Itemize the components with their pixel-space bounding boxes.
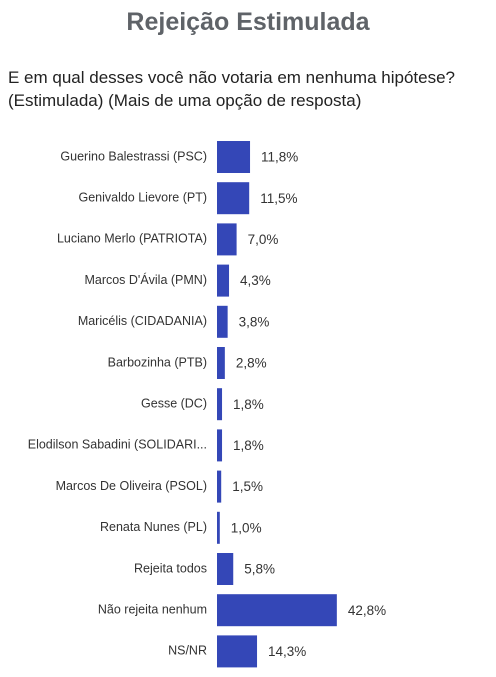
bar (217, 594, 337, 627)
category-label: Maricélis (CIDADANIA) (78, 314, 207, 328)
bar (217, 388, 223, 421)
value-label: 11,5% (260, 191, 297, 206)
category-label: Guerino Balestrassi (PSC) (60, 149, 207, 163)
category-label: Não rejeita nenhum (98, 602, 207, 616)
bar (217, 635, 258, 668)
category-label: Marcos D'Ávila (PMN) (84, 272, 207, 287)
value-label: 42,8% (348, 603, 386, 618)
value-label: 4,3% (240, 273, 271, 288)
bar (217, 511, 220, 544)
category-label: Gesse (DC) (141, 396, 207, 410)
value-label: 1,8% (233, 397, 264, 412)
bar (217, 305, 228, 338)
value-label: 5,8% (244, 562, 275, 577)
value-label: 14,3% (268, 644, 306, 659)
bar (217, 264, 230, 297)
value-label: 7,0% (248, 232, 279, 247)
category-label: Marcos De Oliveira (PSOL) (56, 479, 207, 493)
bar (217, 347, 225, 379)
category-label: Renata Nunes (PL) (100, 520, 207, 534)
category-label: Luciano Merlo (PATRIOTA) (57, 232, 207, 246)
bar (217, 553, 234, 585)
category-label: Genivaldo Lievore (PT) (78, 190, 207, 204)
bar (217, 182, 250, 215)
chart-question: E em qual desses você não votaria em nen… (8, 68, 455, 110)
value-label: 1,0% (231, 520, 262, 535)
bars-group: Guerino Balestrassi (PSC) 11,8% Genivaldo … (28, 141, 386, 668)
category-label: NS/NR (168, 644, 207, 658)
bar (217, 141, 251, 173)
bar (217, 470, 222, 503)
value-label: 1,8% (233, 438, 264, 453)
value-label: 11,8% (261, 150, 298, 165)
bar (217, 223, 237, 256)
value-label: 3,8% (239, 314, 270, 329)
value-label: 1,5% (232, 479, 263, 494)
bar (217, 429, 223, 462)
value-label: 2,8% (236, 356, 267, 371)
category-label: Rejeita todos (134, 561, 207, 575)
chart-title: Rejeição Estimulada (126, 8, 370, 36)
category-label: Barbozinha (PTB) (108, 355, 207, 369)
category-label: Elodilson Sabadini (SOLIDARI... (28, 438, 207, 452)
